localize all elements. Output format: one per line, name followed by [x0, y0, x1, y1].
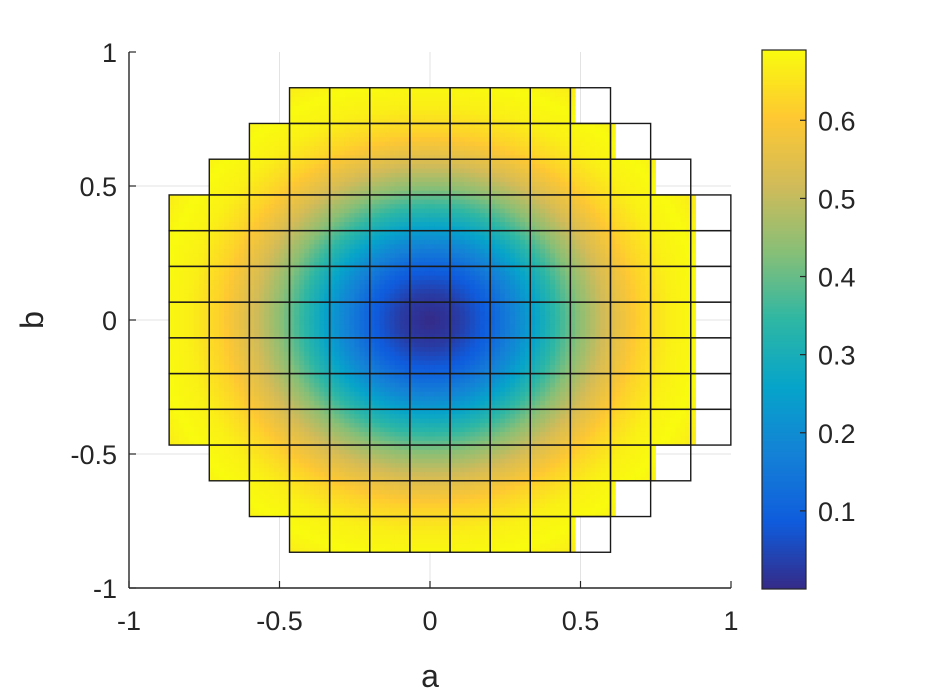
heatmap-cell [569, 515, 612, 553]
x-tick-label: 0 [422, 606, 437, 636]
heatmap-cell [609, 480, 652, 518]
heatmap-cell [690, 408, 732, 446]
heatmap-cell [690, 265, 732, 303]
heatmap-cell [690, 229, 732, 268]
colorbar-tick-label: 0.4 [818, 263, 856, 293]
x-axis-label: a [421, 658, 439, 694]
axes: -1 -0.5 0 0.5 1 -1 -0.5 0 0.5 1 [70, 38, 738, 636]
colorbar-tick-label: 0.5 [818, 184, 856, 214]
heatmap-cell [690, 337, 732, 375]
colorbar-tick-label: 0.3 [818, 341, 856, 371]
y-axis-label: b [14, 311, 50, 329]
x-tick-label: -0.5 [256, 606, 303, 636]
colorbar-tick-label: 0.1 [818, 497, 856, 527]
heatmap-cell [690, 372, 732, 411]
y-tick-label: 0.5 [79, 172, 117, 202]
heatmap-surface [168, 87, 697, 553]
heatmap-cell [690, 194, 732, 232]
colorbar-frame [761, 49, 807, 590]
x-tick-label: 1 [723, 606, 738, 636]
x-tick-label: -1 [117, 606, 141, 636]
colorbar-tick-label: 0.6 [818, 106, 856, 136]
y-tick-label: -0.5 [70, 440, 117, 470]
colorbar: 0.1 0.2 0.3 0.4 0.5 0.6 [761, 49, 856, 590]
heatmap-cell [569, 87, 612, 125]
y-tick-label: 0 [102, 306, 117, 336]
heatmap-cell [649, 444, 692, 482]
y-tick-label: 1 [102, 38, 117, 68]
colorbar-tick-label: 0.2 [818, 419, 856, 449]
heatmap-cell [609, 122, 652, 160]
x-tick-label: 0.5 [562, 606, 600, 636]
heatmap-cell [649, 158, 692, 196]
heatmap-cell-grid [168, 87, 732, 553]
y-tick-label: -1 [93, 574, 117, 604]
